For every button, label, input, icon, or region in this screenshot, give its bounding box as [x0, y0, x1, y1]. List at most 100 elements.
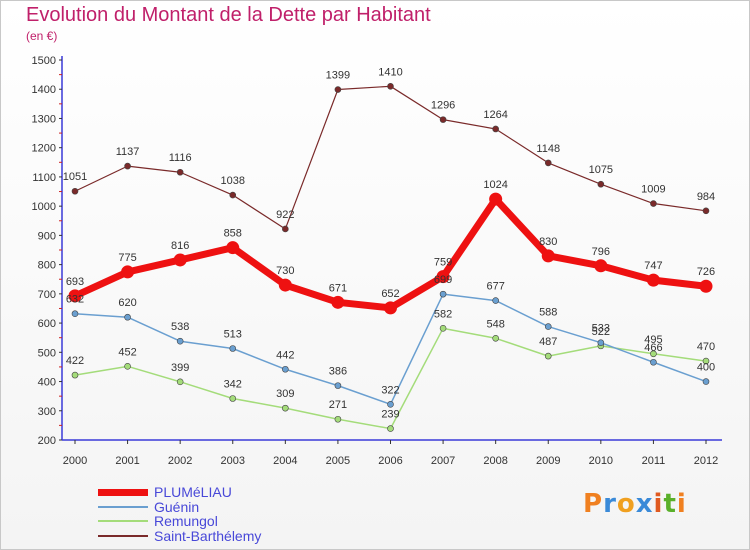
- data-point: [334, 415, 342, 423]
- data-point: [492, 334, 499, 342]
- data-point: [68, 289, 82, 303]
- data-label: 1116: [169, 152, 192, 164]
- legend-label: Guénin: [154, 498, 200, 515]
- data-label: 699: [434, 274, 452, 286]
- y-tick-label: 1200: [32, 143, 56, 155]
- legend-label: Remungol: [154, 513, 218, 529]
- data-point: [650, 350, 657, 358]
- data-label: 1410: [378, 66, 402, 78]
- data-point: [176, 337, 184, 345]
- data-point: [541, 249, 555, 263]
- data-label: 632: [66, 294, 84, 306]
- data-point: [439, 290, 447, 298]
- series-layer: [68, 83, 713, 432]
- data-label: 495: [644, 334, 662, 346]
- data-label: 1137: [116, 146, 140, 158]
- data-label: 538: [171, 321, 189, 333]
- data-point: [282, 225, 289, 233]
- data-point: [492, 297, 499, 304]
- data-point: [229, 345, 237, 352]
- x-tick-label: 2006: [378, 455, 402, 467]
- data-label: 582: [434, 308, 452, 320]
- x-tick-label: 2000: [63, 455, 87, 467]
- data-point: [331, 295, 345, 309]
- y-tick-label: 1500: [32, 55, 56, 67]
- legend-swatch: [98, 505, 148, 508]
- x-tick-label: 2008: [483, 455, 507, 467]
- chart-title: Evolution du Montant de la Dette par Hab…: [26, 4, 431, 26]
- data-label: 1051: [63, 171, 87, 183]
- y-tick-label: 1100: [32, 172, 56, 184]
- data-label: 671: [329, 282, 347, 294]
- data-label: 239: [381, 409, 399, 421]
- y-tick-label: 500: [38, 347, 56, 359]
- data-point: [229, 191, 237, 199]
- data-point: [699, 279, 713, 293]
- logo-letter: r: [603, 489, 617, 519]
- data-point: [71, 310, 79, 318]
- data-label: 1148: [536, 143, 560, 155]
- data-point: [489, 192, 503, 206]
- data-label: 677: [486, 281, 504, 293]
- data-label: 830: [539, 236, 557, 248]
- logo-letter: o: [616, 489, 636, 519]
- data-point: [544, 323, 552, 330]
- data-label: 775: [118, 252, 136, 264]
- data-point: [278, 278, 292, 292]
- logo-letter: t: [663, 489, 677, 519]
- data-label: 513: [224, 329, 242, 341]
- y-tick-label: 1400: [32, 84, 56, 96]
- data-point: [492, 125, 499, 133]
- data-label: 470: [697, 341, 715, 353]
- x-tick-label: 2003: [221, 455, 245, 467]
- data-point: [439, 325, 447, 332]
- legend-item: Guénin: [98, 500, 358, 515]
- data-point: [702, 207, 710, 215]
- data-point: [544, 159, 552, 167]
- data-point: [124, 162, 131, 170]
- data-point: [334, 382, 342, 389]
- data-point: [121, 265, 135, 279]
- data-label: 1038: [221, 175, 245, 187]
- x-tick-label: 2004: [273, 455, 297, 467]
- data-point: [71, 187, 79, 195]
- data-label: 1264: [483, 109, 507, 121]
- data-point: [646, 273, 660, 287]
- x-tick-label: 2011: [642, 455, 666, 467]
- data-label: 693: [66, 276, 84, 288]
- data-point: [173, 253, 187, 267]
- data-point: [439, 116, 447, 123]
- legend-item: Remungol: [98, 514, 358, 529]
- data-label: 730: [276, 265, 294, 277]
- data-label: 400: [697, 362, 715, 374]
- y-tick-label: 1000: [32, 201, 56, 213]
- data-point: [176, 378, 184, 386]
- x-tick-label: 2007: [431, 455, 455, 467]
- y-tick-label: 900: [38, 230, 56, 242]
- data-label: 533: [592, 323, 610, 335]
- data-point: [334, 86, 342, 93]
- y-axis-ticks: 200 300 400 500 600 700 800 900 1000 1100 1200 1300…: [32, 55, 56, 447]
- data-point: [650, 200, 657, 207]
- logo-letter: P: [583, 489, 604, 519]
- axes: [59, 56, 722, 441]
- x-tick-label: 2002: [168, 455, 192, 467]
- data-point: [124, 313, 131, 321]
- y-tick-label: 1300: [32, 113, 56, 125]
- x-tick-label: 2001: [115, 455, 139, 467]
- data-label: 309: [276, 388, 294, 400]
- legend-swatch: [98, 488, 148, 496]
- data-label: 342: [224, 378, 242, 390]
- data-point: [544, 352, 552, 360]
- data-point: [384, 301, 397, 315]
- legend-swatch: [98, 520, 148, 522]
- data-point: [124, 363, 131, 370]
- x-tick-label: 2009: [536, 455, 560, 467]
- data-point: [387, 83, 394, 90]
- data-label: 548: [486, 318, 504, 330]
- data-label: 1009: [641, 184, 665, 196]
- data-label: 858: [224, 228, 242, 240]
- data-point: [226, 241, 240, 255]
- data-point: [650, 358, 657, 366]
